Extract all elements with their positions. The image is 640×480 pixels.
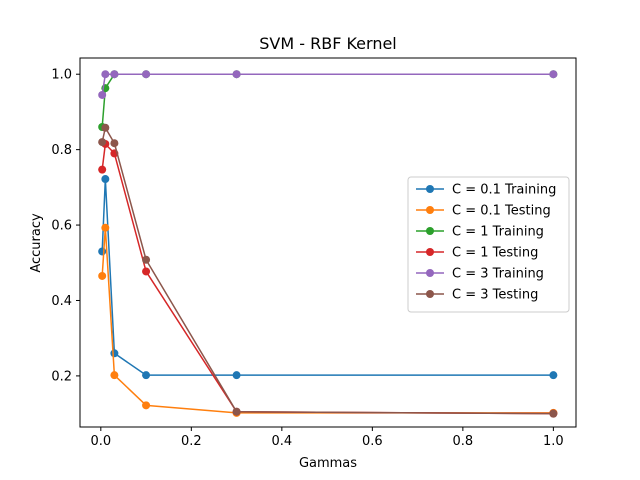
data-point-s5-3 — [110, 70, 119, 79]
y-tick-label: 0.2 — [51, 369, 72, 384]
x-tick-label: 0.4 — [271, 434, 292, 449]
data-point-s1-6 — [549, 371, 558, 380]
data-point-s1-3 — [110, 349, 119, 358]
legend-marker-3 — [426, 227, 434, 235]
data-point-s2-2 — [101, 223, 110, 232]
y-tick-label: 0.6 — [51, 219, 72, 234]
legend-label-3: C = 1 Training — [452, 225, 544, 240]
legend-label-5: C = 3 Training — [452, 267, 544, 282]
x-tick-label: 0.2 — [181, 434, 202, 449]
legend-label-1: C = 0.1 Training — [452, 183, 556, 198]
x-axis-label: Gammas — [299, 456, 357, 471]
y-axis-label: Accuracy — [29, 213, 44, 273]
data-point-s2-1 — [98, 271, 107, 280]
legend-box — [407, 176, 570, 313]
chart-title: SVM - RBF Kernel — [259, 34, 397, 53]
data-point-s1-4 — [142, 371, 151, 380]
data-point-s1-2 — [101, 175, 110, 184]
y-tick-label: 0.4 — [51, 294, 72, 309]
legend-label-2: C = 0.1 Testing — [452, 204, 551, 219]
data-point-s4-1 — [98, 165, 107, 174]
data-point-s4-4 — [142, 267, 151, 276]
y-tick-label: 0.8 — [51, 143, 72, 158]
legend-marker-4 — [426, 248, 434, 256]
data-point-s5-2 — [101, 70, 110, 79]
data-point-s2-3 — [110, 371, 119, 380]
legend-marker-5 — [426, 269, 434, 277]
plot-area: 0.0 0.2 0.4 0.6 0.8 1.0 0.2 0.4 0.6 0.8 1.0 — [51, 57, 577, 449]
axes-frame — [79, 57, 577, 428]
data-point-s1-1 — [98, 247, 107, 256]
legend: C = 0.1 Training C = 0.1 Testing C = 1 Tra… — [407, 176, 570, 313]
data-point-s6-3 — [110, 139, 119, 148]
data-point-s5-6 — [549, 70, 558, 79]
x-tick-label: 0.0 — [90, 434, 111, 449]
legend-marker-1 — [426, 185, 434, 193]
data-point-s6-6 — [549, 409, 558, 418]
x-tick-label: 1.0 — [543, 434, 564, 449]
x-tick-label: 0.6 — [362, 434, 383, 449]
data-point-s6-2 — [101, 123, 110, 132]
x-tick-label: 0.8 — [453, 434, 474, 449]
data-point-s1-5 — [232, 371, 241, 380]
legend-label-4: C = 1 Testing — [452, 246, 538, 261]
y-tick-label: 1.0 — [51, 68, 72, 83]
data-point-s5-4 — [142, 70, 151, 79]
data-point-s6-5 — [232, 407, 241, 416]
legend-marker-2 — [426, 206, 434, 214]
data-point-s6-1 — [98, 138, 107, 147]
data-point-s6-4 — [142, 255, 151, 264]
data-point-s5-5 — [232, 70, 241, 79]
legend-marker-6 — [426, 290, 434, 298]
data-point-s5-1 — [98, 90, 107, 99]
data-point-s2-4 — [142, 401, 151, 410]
series-line-1 — [101, 178, 554, 376]
legend-label-6: C = 3 Testing — [452, 288, 538, 303]
series-line-2 — [101, 226, 554, 414]
